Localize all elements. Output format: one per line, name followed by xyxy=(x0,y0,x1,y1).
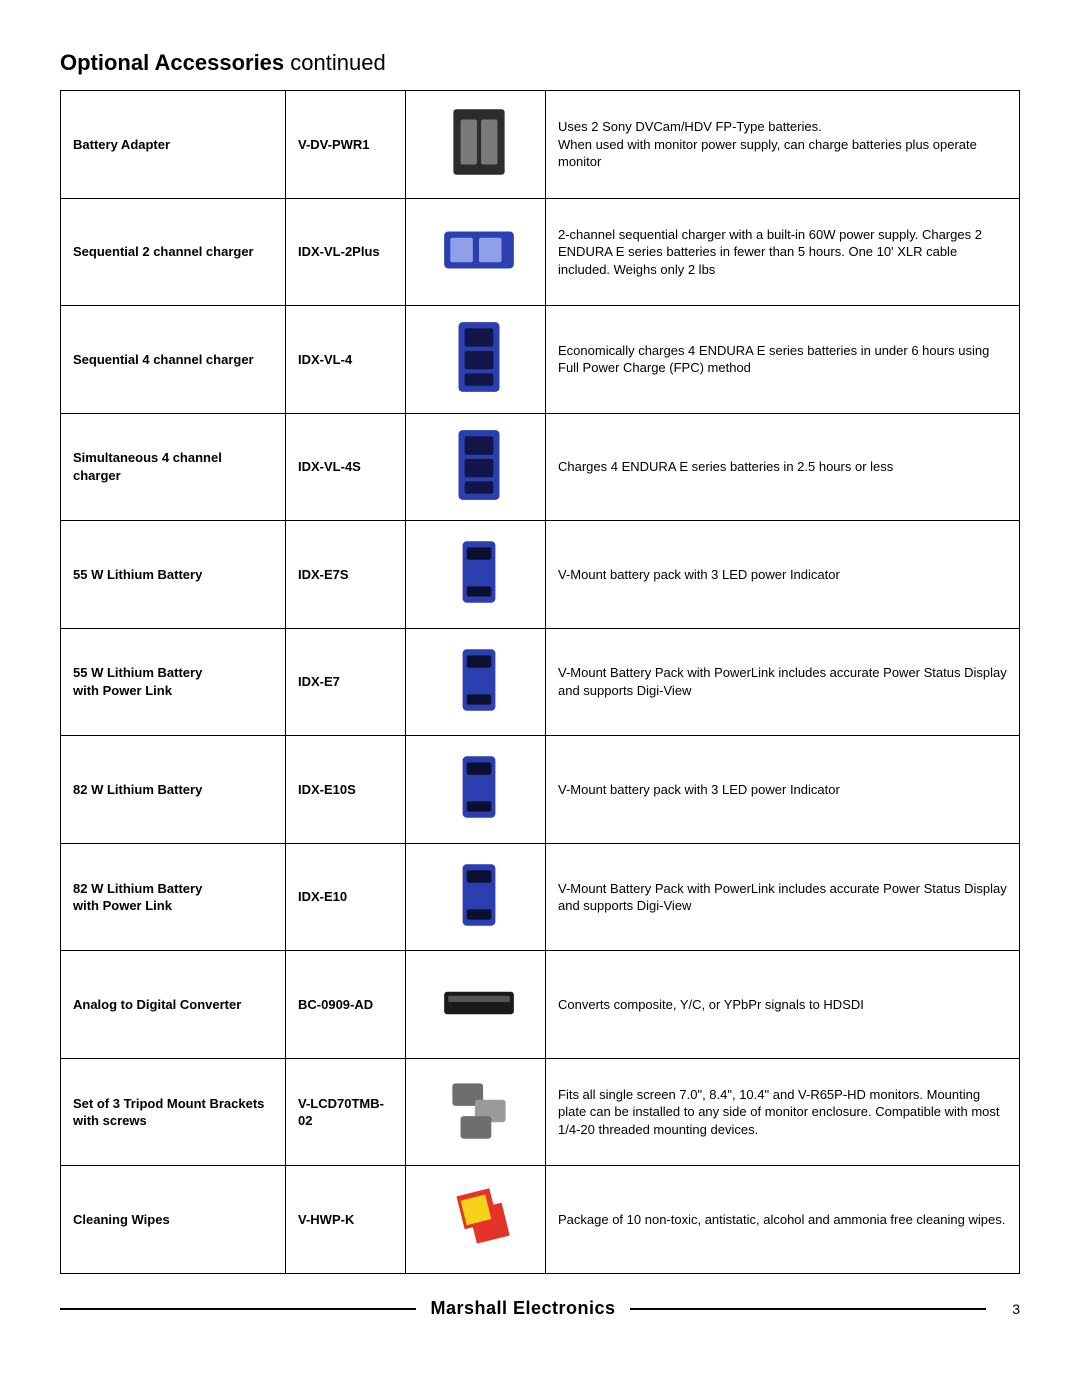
accessory-image xyxy=(406,628,546,736)
accessory-name: Battery Adapter xyxy=(61,91,286,199)
table-row: 55 W Lithium Batterywith Power LinkIDX-E… xyxy=(61,628,1020,736)
accessory-description: V-Mount battery pack with 3 LED power In… xyxy=(546,521,1020,629)
accessory-name: Set of 3 Tripod Mount Brackets with scre… xyxy=(61,1058,286,1166)
table-row: Set of 3 Tripod Mount Brackets with scre… xyxy=(61,1058,1020,1166)
product-image-icon xyxy=(436,209,516,287)
product-image-icon xyxy=(436,746,516,824)
accessory-image xyxy=(406,198,546,306)
table-row: Sequential 2 channel chargerIDX-VL-2Plus… xyxy=(61,198,1020,306)
accessories-table: Battery AdapterV-DV-PWR1 Uses 2 Sony DVCa… xyxy=(60,90,1020,1274)
accessory-model: V-LCD70TMB-02 xyxy=(286,1058,406,1166)
product-image-icon xyxy=(436,101,516,179)
accessory-name: Sequential 4 channel charger xyxy=(61,306,286,414)
accessory-model: IDX-E7 xyxy=(286,628,406,736)
accessory-model: IDX-E7S xyxy=(286,521,406,629)
accessory-image xyxy=(406,91,546,199)
accessory-model: V-HWP-K xyxy=(286,1166,406,1274)
accessory-image xyxy=(406,951,546,1059)
page-footer: Marshall Electronics 3 xyxy=(60,1298,1020,1319)
accessory-image xyxy=(406,843,546,951)
accessory-model: IDX-VL-4S xyxy=(286,413,406,521)
accessory-model: IDX-E10S xyxy=(286,736,406,844)
accessory-image xyxy=(406,306,546,414)
accessory-description: Fits all single screen 7.0", 8.4", 10.4"… xyxy=(546,1058,1020,1166)
accessory-model: V-DV-PWR1 xyxy=(286,91,406,199)
footer-rule-right xyxy=(630,1308,986,1310)
footer-brand: Marshall Electronics xyxy=(430,1298,615,1319)
accessory-name: 82 W Lithium Batterywith Power Link xyxy=(61,843,286,951)
product-image-icon xyxy=(436,531,516,609)
product-image-icon xyxy=(436,316,516,394)
accessory-model: IDX-E10 xyxy=(286,843,406,951)
accessory-image xyxy=(406,521,546,629)
product-image-icon xyxy=(436,854,516,932)
accessory-description: Uses 2 Sony DVCam/HDV FP-Type batteries.… xyxy=(546,91,1020,199)
table-row: Cleaning WipesV-HWP-K Package of 10 non-t… xyxy=(61,1166,1020,1274)
accessory-name: Analog to Digital Converter xyxy=(61,951,286,1059)
product-image-icon xyxy=(436,1176,516,1254)
page-heading: Optional Accessories continued xyxy=(60,50,1020,76)
accessory-image xyxy=(406,1166,546,1274)
footer-rule-left xyxy=(60,1308,416,1310)
product-image-icon xyxy=(436,424,516,502)
table-row: 82 W Lithium Batterywith Power LinkIDX-E… xyxy=(61,843,1020,951)
accessory-image xyxy=(406,413,546,521)
accessory-name: Sequential 2 channel charger xyxy=(61,198,286,306)
accessory-description: Charges 4 ENDURA E series batteries in 2… xyxy=(546,413,1020,521)
page: Optional Accessories continued Battery A… xyxy=(0,0,1080,1349)
accessory-description: Converts composite, Y/C, or YPbPr signal… xyxy=(546,951,1020,1059)
accessory-description: 2-channel sequential charger with a buil… xyxy=(546,198,1020,306)
accessory-name: Simultaneous 4 channel charger xyxy=(61,413,286,521)
accessory-name: 55 W Lithium Battery xyxy=(61,521,286,629)
accessory-model: IDX-VL-4 xyxy=(286,306,406,414)
accessory-name: 55 W Lithium Batterywith Power Link xyxy=(61,628,286,736)
accessory-description: V-Mount Battery Pack with PowerLink incl… xyxy=(546,628,1020,736)
table-row: Battery AdapterV-DV-PWR1 Uses 2 Sony DVCa… xyxy=(61,91,1020,199)
product-image-icon xyxy=(436,1069,516,1147)
product-image-icon xyxy=(436,961,516,1039)
table-row: 55 W Lithium BatteryIDX-E7S V-Mount batte… xyxy=(61,521,1020,629)
footer-page-number: 3 xyxy=(1000,1301,1020,1317)
accessory-model: IDX-VL-2Plus xyxy=(286,198,406,306)
accessory-description: Economically charges 4 ENDURA E series b… xyxy=(546,306,1020,414)
heading-bold: Optional Accessories xyxy=(60,50,284,75)
accessory-name: Cleaning Wipes xyxy=(61,1166,286,1274)
accessory-description: Package of 10 non-toxic, antistatic, alc… xyxy=(546,1166,1020,1274)
accessory-description: V-Mount battery pack with 3 LED power In… xyxy=(546,736,1020,844)
product-image-icon xyxy=(436,639,516,717)
accessory-image xyxy=(406,736,546,844)
accessory-description: V-Mount Battery Pack with PowerLink incl… xyxy=(546,843,1020,951)
table-row: Analog to Digital ConverterBC-0909-AD Con… xyxy=(61,951,1020,1059)
accessory-image xyxy=(406,1058,546,1166)
accessory-name: 82 W Lithium Battery xyxy=(61,736,286,844)
table-row: Simultaneous 4 channel chargerIDX-VL-4S C… xyxy=(61,413,1020,521)
table-row: 82 W Lithium BatteryIDX-E10S V-Mount batt… xyxy=(61,736,1020,844)
accessory-model: BC-0909-AD xyxy=(286,951,406,1059)
table-row: Sequential 4 channel chargerIDX-VL-4 Econ… xyxy=(61,306,1020,414)
heading-light: continued xyxy=(284,50,386,75)
